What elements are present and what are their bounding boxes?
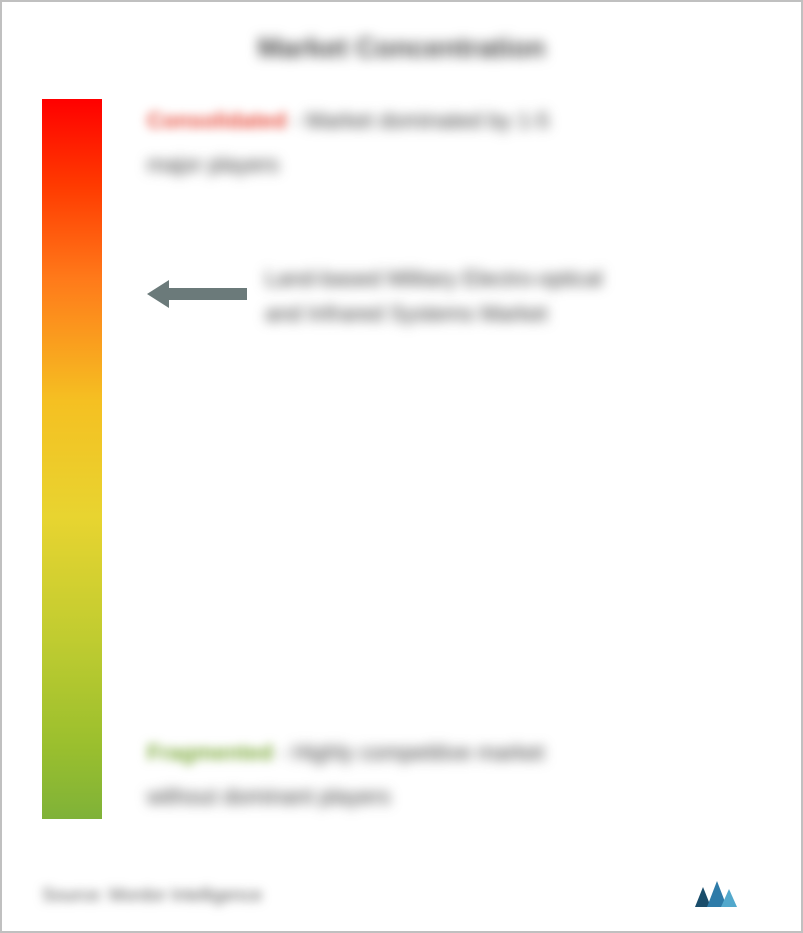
market-label-line1: Land-based Military Electro-optical bbox=[265, 261, 603, 296]
chart-container: Market Concentration bbox=[0, 0, 803, 933]
fragmented-desc2: without dominant players bbox=[147, 775, 390, 819]
chart-footer: Source: Mordor Intelligence bbox=[42, 877, 761, 913]
left-arrow-svg bbox=[147, 276, 247, 312]
logo-svg bbox=[691, 877, 761, 913]
content-row: Consolidated - Market dominated by 1-5 m… bbox=[42, 99, 761, 819]
fragmented-label: Fragmented bbox=[147, 731, 273, 775]
text-column: Consolidated - Market dominated by 1-5 m… bbox=[147, 99, 761, 819]
gradient-svg bbox=[42, 99, 102, 819]
mordor-logo bbox=[691, 877, 761, 913]
market-marker-section: Land-based Military Electro-optical and … bbox=[147, 261, 761, 331]
consolidated-section: Consolidated - Market dominated by 1-5 m… bbox=[147, 99, 761, 187]
fragmented-desc1: - Highly competitive market bbox=[279, 731, 544, 775]
consolidated-desc1: - Market dominated by 1-5 bbox=[292, 99, 549, 143]
fragmented-line1: Fragmented - Highly competitive market bbox=[147, 731, 761, 775]
concentration-gradient-bar bbox=[42, 99, 102, 819]
fragmented-line2: without dominant players bbox=[147, 775, 761, 819]
arrow-icon bbox=[147, 276, 247, 317]
market-label-line2: and Infrared Systems Market bbox=[265, 296, 603, 331]
consolidated-desc2: major players bbox=[147, 143, 279, 187]
fragmented-section: Fragmented - Highly competitive market w… bbox=[147, 731, 761, 819]
consolidated-line2: major players bbox=[147, 143, 761, 187]
market-label-wrapper: Land-based Military Electro-optical and … bbox=[265, 261, 603, 331]
consolidated-label: Consolidated bbox=[147, 99, 286, 143]
source-text: Source: Mordor Intelligence bbox=[42, 885, 262, 906]
chart-title: Market Concentration bbox=[42, 32, 761, 64]
consolidated-line1: Consolidated - Market dominated by 1-5 bbox=[147, 99, 761, 143]
